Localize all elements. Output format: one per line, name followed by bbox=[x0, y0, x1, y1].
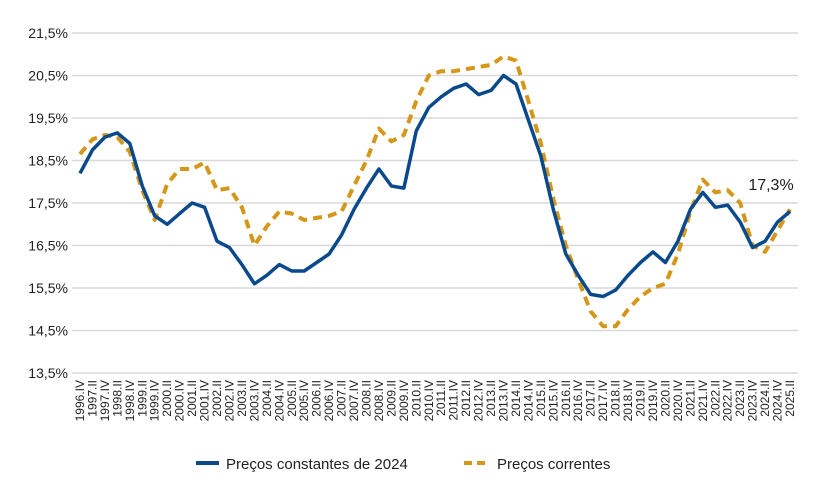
x-tick-label: 2009.IV bbox=[397, 380, 411, 421]
series-line-current-prices bbox=[78, 54, 792, 329]
x-tick-label: 2008.IV bbox=[372, 380, 386, 421]
x-tick-label: 2003.II bbox=[235, 380, 249, 417]
y-tick-label: 16,5% bbox=[28, 238, 68, 254]
x-tick-label: 2017.IV bbox=[596, 380, 610, 421]
x-tick-label: 2023.IV bbox=[746, 380, 760, 421]
legend: Preços constantes de 2024 Preços corrent… bbox=[196, 456, 610, 473]
x-tick-label: 2010.II bbox=[409, 380, 423, 417]
x-tick-label: 2014.II bbox=[509, 380, 523, 417]
x-tick-label: 2020.II bbox=[658, 380, 672, 417]
x-tick-label: 2010.IV bbox=[422, 380, 436, 421]
x-tick-label: 2004.IV bbox=[272, 380, 286, 421]
x-tick-label: 2012.IV bbox=[472, 380, 486, 421]
x-tick-label: 2005.II bbox=[285, 380, 299, 417]
x-tick-label: 2013.II bbox=[484, 380, 498, 417]
x-tick-label: 2015.IV bbox=[546, 380, 560, 421]
x-tick-label: 1996.IV bbox=[73, 380, 87, 421]
x-tick-label: 2023.II bbox=[733, 380, 747, 417]
x-tick-label: 2006.II bbox=[310, 380, 324, 417]
x-tick-label: 2001.IV bbox=[198, 380, 212, 421]
x-tick-label: 2025.II bbox=[783, 380, 797, 417]
x-tick-label: 2007.II bbox=[335, 380, 349, 417]
x-tick-label: 2024.IV bbox=[771, 380, 785, 421]
y-tick-label: 20,5% bbox=[28, 68, 68, 84]
y-tick-label: 21,5% bbox=[28, 25, 68, 41]
x-tick-label: 1998.II bbox=[110, 380, 124, 417]
y-tick-label: 15,5% bbox=[28, 280, 68, 296]
x-tick-label: 2022.II bbox=[708, 380, 722, 417]
x-tick-label: 2009.II bbox=[384, 380, 398, 417]
x-tick-label: 2020.IV bbox=[671, 380, 685, 421]
x-tick-label: 1997.IV bbox=[98, 380, 112, 421]
x-tick-label: 2015.II bbox=[534, 380, 548, 417]
x-tick-label: 2016.II bbox=[559, 380, 573, 417]
x-tick-label: 2000.IV bbox=[173, 380, 187, 421]
x-tick-label: 2011.II bbox=[434, 380, 448, 416]
x-tick-label: 2019.IV bbox=[646, 380, 660, 421]
x-tick-label: 2021.II bbox=[683, 380, 697, 417]
legend-label-constant: Preços constantes de 2024 bbox=[226, 456, 408, 473]
x-tick-label: 2011.IV bbox=[447, 380, 461, 420]
y-tick-label: 18,5% bbox=[28, 153, 68, 169]
y-tick-label: 14,5% bbox=[28, 323, 68, 339]
x-tick-label: 2000.II bbox=[160, 380, 174, 417]
x-tick-label: 2022.IV bbox=[721, 380, 735, 421]
x-tick-label: 2017.II bbox=[584, 380, 598, 417]
x-tick-label: 2018.IV bbox=[621, 380, 635, 421]
x-tick-label: 2016.IV bbox=[571, 380, 585, 421]
y-tick-label: 13,5% bbox=[28, 365, 68, 381]
series-line-constant-prices bbox=[78, 73, 792, 299]
y-tick-label: 17,5% bbox=[28, 195, 68, 211]
x-tick-label: 2001.II bbox=[185, 380, 199, 417]
x-tick-label: 2018.II bbox=[609, 380, 623, 417]
x-tick-label: 2005.IV bbox=[297, 380, 311, 421]
x-tick-label: 2019.II bbox=[634, 380, 648, 417]
x-tick-label: 2024.II bbox=[758, 380, 772, 417]
x-tick-label: 2008.II bbox=[359, 380, 373, 417]
x-tick-label: 2014.IV bbox=[521, 380, 535, 421]
x-tick-label: 2003.IV bbox=[247, 380, 261, 421]
x-tick-label: 1999.II bbox=[135, 380, 149, 417]
x-tick-label: 2004.II bbox=[260, 380, 274, 417]
legend-label-current: Preços correntes bbox=[497, 456, 610, 473]
x-tick-label: 1998.IV bbox=[123, 380, 137, 421]
x-tick-label: 2021.IV bbox=[696, 380, 710, 421]
x-tick-label: 2002.II bbox=[210, 380, 224, 417]
y-tick-label: 19,5% bbox=[28, 110, 68, 126]
annotation-last-value: 17,3% bbox=[748, 177, 793, 194]
x-tick-label: 2002.IV bbox=[222, 380, 236, 421]
x-tick-label: 2013.IV bbox=[497, 380, 511, 421]
x-tick-label: 1997.II bbox=[85, 380, 99, 417]
x-tick-label: 1999.IV bbox=[148, 380, 162, 421]
x-tick-label: 2007.IV bbox=[347, 380, 361, 421]
x-tick-label: 2006.IV bbox=[322, 380, 336, 421]
x-tick-label: 2012.II bbox=[459, 380, 473, 417]
